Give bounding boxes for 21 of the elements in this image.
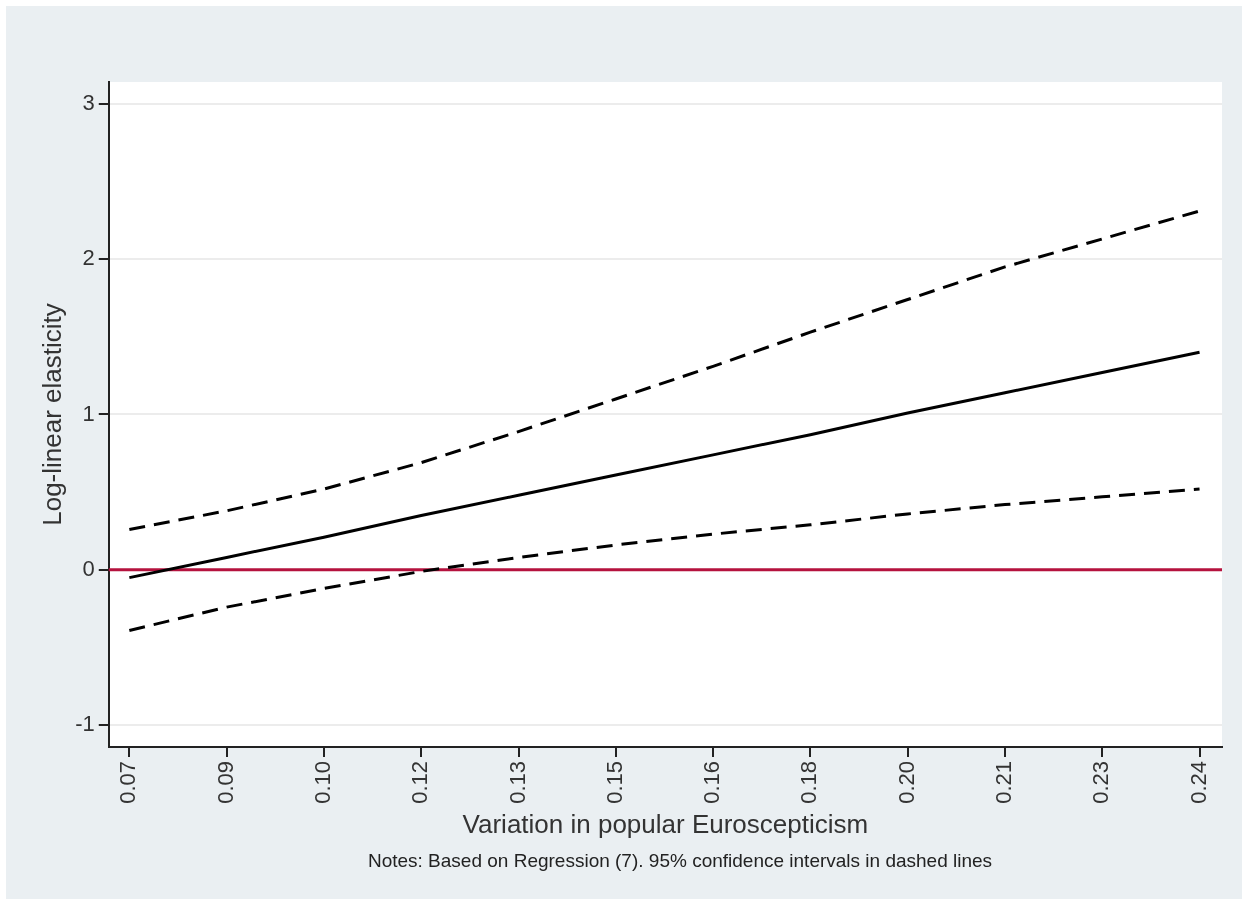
x-tick-label: 0.23 — [1088, 760, 1114, 804]
x-tick-label: 0.15 — [601, 760, 627, 804]
y-axis-title: Log-linear elasticity — [36, 303, 67, 526]
x-tick-label: 0.10 — [309, 760, 335, 804]
x-axis-title: Variation in popular Euroscepticism — [462, 808, 869, 839]
line-series — [127, 487, 1202, 632]
y-tick-label: 1 — [82, 400, 95, 426]
x-tick-label: 0.12 — [407, 760, 433, 804]
x-tick-label: 0.20 — [893, 760, 919, 804]
x-tick-label: 0.24 — [1185, 760, 1211, 804]
x-tick-label: 0.09 — [212, 760, 238, 804]
y-tick-label: 0 — [82, 555, 95, 581]
x-tick-label: 0.13 — [504, 760, 530, 804]
x-tick-label: 0.16 — [699, 760, 725, 804]
text: Notes: Based on Regression (7). 95% confidence intervals in dashed lines — [367, 849, 993, 871]
x-tick-label: 0.21 — [991, 760, 1017, 804]
y-tick-label: -1 — [75, 711, 95, 737]
y-tick-label: 3 — [82, 89, 95, 115]
x-tick-label: 0.07 — [115, 760, 141, 804]
x-tick-label: 0.18 — [796, 760, 822, 804]
y-tick-label: 2 — [82, 245, 95, 271]
